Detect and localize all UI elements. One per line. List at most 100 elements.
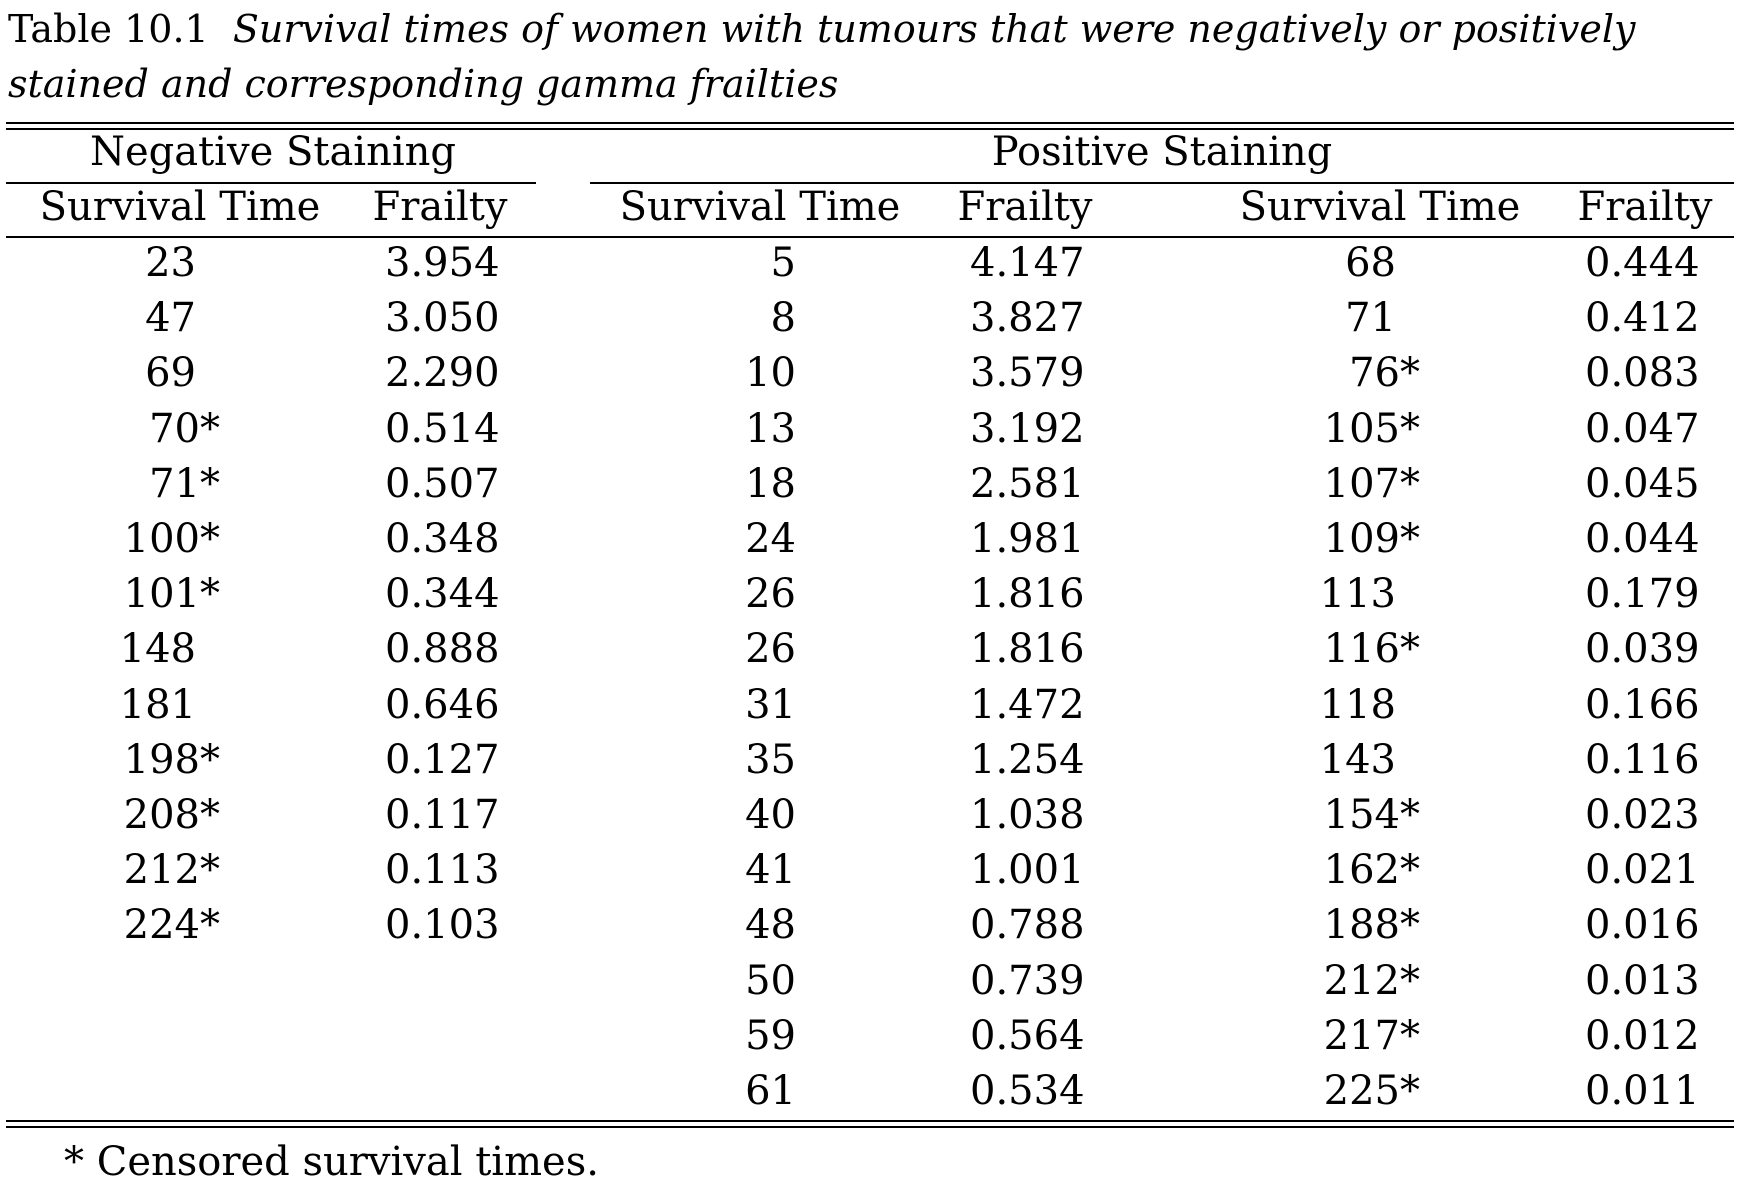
- pos2-survival-time-cell: 76*: [1349, 350, 1420, 397]
- neg-survival-time-cell: 224*: [123, 902, 220, 949]
- pos1-survival-time-cell: 31: [745, 681, 796, 728]
- neg-survival-time-cell: 23: [145, 240, 196, 286]
- bottom-rule-1: [6, 1120, 1734, 1122]
- pos1-frailty-cell: 0.788: [970, 902, 1085, 949]
- pos1-frailty-cell: 3.827: [970, 295, 1085, 342]
- pos2-frailty-cell: 0.021: [1585, 847, 1700, 894]
- pos1-frailty-cell: 3.579: [970, 350, 1085, 397]
- top-rule-1: [6, 122, 1734, 124]
- pos1-frailty-cell: 1.001: [970, 847, 1085, 894]
- positive-group-rule: [590, 182, 1734, 184]
- neg-frailty-cell: 0.113: [385, 847, 500, 894]
- col-header-pos2-frailty: Frailty: [1577, 184, 1713, 230]
- neg-frailty-cell: 0.348: [385, 516, 500, 562]
- neg-frailty-cell: 0.127: [385, 736, 500, 783]
- pos1-frailty-cell: 0.739: [970, 957, 1085, 1004]
- neg-frailty-cell: 3.050: [385, 295, 500, 342]
- pos2-frailty-cell: 0.083: [1585, 350, 1700, 397]
- neg-survival-time-cell: 212*: [123, 847, 220, 894]
- pos1-frailty-cell: 1.038: [970, 792, 1085, 838]
- pos2-survival-time-cell: 118: [1319, 681, 1396, 728]
- pos2-survival-time-cell: 162*: [1323, 847, 1420, 894]
- pos2-frailty-cell: 0.045: [1585, 460, 1700, 507]
- pos2-frailty-cell: 0.044: [1585, 516, 1700, 562]
- header-rule: [6, 236, 1734, 238]
- group-header-negative: Negative Staining: [89, 129, 456, 175]
- col-header-neg-time: Survival Time: [39, 184, 321, 230]
- pos1-survival-time-cell: 41: [745, 847, 796, 894]
- pos1-survival-time-cell: 13: [745, 405, 796, 452]
- pos1-frailty-cell: 0.534: [970, 1068, 1085, 1114]
- pos2-frailty-cell: 0.179: [1585, 571, 1700, 618]
- group-header-positive: Positive Staining: [991, 129, 1333, 175]
- pos2-frailty-cell: 0.016: [1585, 902, 1700, 949]
- pos1-survival-time-cell: 24: [745, 516, 796, 562]
- pos1-frailty-cell: 1.816: [970, 626, 1085, 673]
- pos2-survival-time-cell: 109*: [1323, 516, 1420, 562]
- neg-frailty-cell: 0.507: [385, 460, 500, 507]
- pos1-frailty-cell: 0.564: [970, 1012, 1085, 1059]
- neg-survival-time-cell: 71*: [149, 460, 220, 507]
- neg-survival-time-cell: 101*: [123, 571, 220, 618]
- neg-survival-time-cell: 148: [119, 626, 196, 673]
- negative-group-rule: [6, 182, 536, 184]
- caption-label: Table 10.1: [8, 7, 209, 51]
- pos2-frailty-cell: 0.412: [1585, 295, 1700, 342]
- neg-survival-time-cell: 181: [119, 681, 196, 728]
- pos1-frailty-cell: 1.472: [970, 681, 1085, 728]
- neg-survival-time-cell: 198*: [123, 736, 220, 783]
- neg-frailty-cell: 3.954: [385, 240, 500, 286]
- top-rule-2: [6, 128, 1734, 130]
- pos1-survival-time-cell: 59: [745, 1012, 796, 1059]
- caption-text: Survival times of women with tumours tha…: [8, 7, 1636, 106]
- pos2-survival-time-cell: 113: [1319, 571, 1396, 618]
- pos1-frailty-cell: 1.254: [970, 736, 1085, 783]
- pos1-frailty-cell: 1.981: [970, 516, 1085, 562]
- pos2-survival-time-cell: 217*: [1323, 1012, 1420, 1059]
- pos2-survival-time-cell: 188*: [1323, 902, 1420, 949]
- table-footnote: * Censored survival times.: [64, 1139, 599, 1185]
- pos2-survival-time-cell: 225*: [1323, 1068, 1420, 1114]
- neg-survival-time-cell: 69: [145, 350, 196, 397]
- pos2-frailty-cell: 0.039: [1585, 626, 1700, 673]
- pos2-survival-time-cell: 212*: [1323, 957, 1420, 1004]
- neg-survival-time-cell: 47: [145, 295, 196, 342]
- pos2-frailty-cell: 0.116: [1585, 736, 1700, 783]
- col-header-pos1-time: Survival Time: [619, 184, 901, 230]
- pos1-survival-time-cell: 26: [745, 626, 796, 673]
- pos2-frailty-cell: 0.012: [1585, 1012, 1700, 1059]
- pos2-frailty-cell: 0.444: [1585, 240, 1700, 286]
- pos2-frailty-cell: 0.013: [1585, 957, 1700, 1004]
- pos2-survival-time-cell: 143: [1319, 736, 1396, 783]
- pos1-survival-time-cell: 18: [745, 460, 796, 507]
- pos1-survival-time-cell: 61: [745, 1068, 796, 1114]
- pos1-survival-time-cell: 10: [745, 350, 796, 397]
- pos2-survival-time-cell: 68: [1345, 240, 1396, 286]
- pos1-survival-time-cell: 35: [745, 736, 796, 783]
- bottom-rule-2: [6, 1126, 1734, 1128]
- neg-survival-time-cell: 70*: [149, 405, 220, 452]
- pos1-frailty-cell: 1.816: [970, 571, 1085, 618]
- pos2-frailty-cell: 0.047: [1585, 405, 1700, 452]
- col-header-pos1-frailty: Frailty: [957, 184, 1093, 230]
- pos1-frailty-cell: 3.192: [970, 405, 1085, 452]
- pos2-survival-time-cell: 107*: [1323, 460, 1420, 507]
- pos1-survival-time-cell: 8: [770, 295, 796, 342]
- neg-survival-time-cell: 100*: [123, 516, 220, 562]
- pos1-frailty-cell: 4.147: [970, 240, 1085, 286]
- pos1-survival-time-cell: 48: [745, 902, 796, 949]
- pos2-survival-time-cell: 105*: [1323, 405, 1420, 452]
- neg-frailty-cell: 0.344: [385, 571, 500, 618]
- pos2-survival-time-cell: 71: [1345, 295, 1396, 342]
- pos2-survival-time-cell: 154*: [1323, 792, 1420, 838]
- neg-frailty-cell: 0.888: [385, 626, 500, 673]
- pos1-survival-time-cell: 40: [745, 792, 796, 838]
- neg-frailty-cell: 0.117: [385, 792, 500, 838]
- neg-frailty-cell: 0.646: [385, 681, 500, 728]
- pos2-frailty-cell: 0.011: [1585, 1068, 1700, 1114]
- neg-frailty-cell: 2.290: [385, 350, 500, 397]
- col-header-pos2-time: Survival Time: [1239, 184, 1521, 230]
- neg-survival-time-cell: 208*: [123, 792, 220, 838]
- neg-frailty-cell: 0.103: [385, 902, 500, 949]
